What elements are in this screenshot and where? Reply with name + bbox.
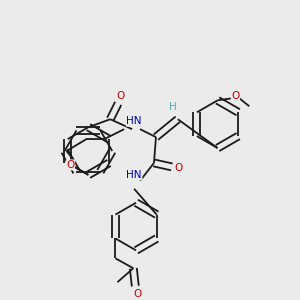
Text: O: O (175, 163, 183, 173)
Text: O: O (231, 92, 240, 101)
Text: HN: HN (126, 170, 142, 180)
Text: H: H (169, 102, 177, 112)
Text: O: O (133, 289, 141, 299)
Text: O: O (116, 92, 124, 101)
Text: HN: HN (126, 116, 142, 126)
Text: O: O (66, 160, 75, 170)
